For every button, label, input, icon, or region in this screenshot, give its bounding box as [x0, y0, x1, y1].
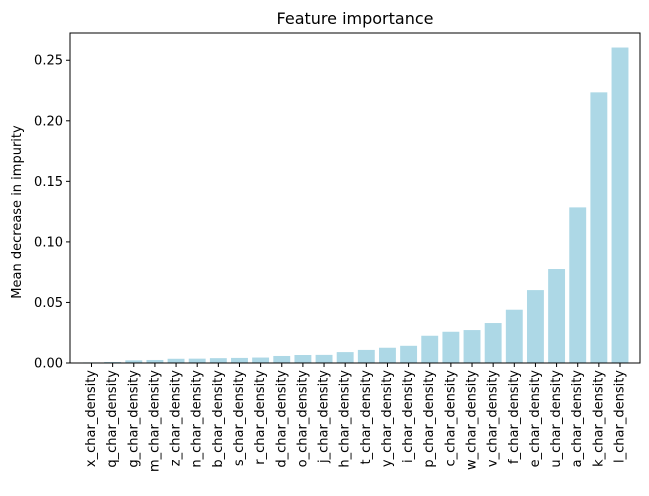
- y-tick-label: 0.00: [34, 357, 63, 372]
- bar-w_char_density: [463, 330, 481, 363]
- bar-h_char_density: [336, 352, 354, 363]
- bar-f_char_density: [505, 309, 523, 363]
- bar-e_char_density: [526, 290, 544, 363]
- chart-title: Feature importance: [277, 9, 434, 28]
- y-tick-label: 0.20: [34, 114, 63, 129]
- x-tick-label: r_char_density: [253, 370, 268, 465]
- y-axis-label: Mean decrease in impurity: [10, 125, 25, 299]
- x-tick-label: q_char_density: [105, 370, 120, 468]
- bar-k_char_density: [590, 92, 608, 363]
- y-tick-label: 0.10: [34, 235, 63, 250]
- plot-area-frame: [69, 32, 641, 364]
- x-tick-label: h_char_density: [338, 370, 353, 468]
- x-tick-label: l_char_density: [613, 370, 628, 463]
- bar-s_char_density: [231, 357, 248, 363]
- x-tick-label: w_char_density: [465, 370, 480, 470]
- x-tick-label: f_char_density: [507, 370, 522, 464]
- x-tick-label: p_char_density: [422, 370, 437, 468]
- bar-c_char_density: [442, 331, 460, 363]
- bar-a_char_density: [569, 207, 587, 363]
- x-axis-ticks: x_char_density q_char_density g_char_densi…: [84, 363, 628, 472]
- x-tick-label: a_char_density: [570, 370, 585, 468]
- x-tick-label: g_char_density: [126, 370, 141, 468]
- bar-g_char_density: [125, 360, 143, 363]
- bar-y_char_density: [379, 347, 396, 363]
- x-tick-label: o_char_density: [295, 370, 310, 468]
- y-tick-label: 0.15: [34, 175, 63, 190]
- bar-l_char_density: [611, 47, 629, 364]
- x-tick-label: t_char_density: [359, 370, 374, 465]
- x-tick-label: j_char_density: [317, 370, 332, 464]
- x-tick-label: v_char_density: [486, 370, 501, 467]
- x-tick-label: d_char_density: [274, 370, 289, 468]
- y-axis-ticks: 0.00 0.05 0.10 0.15 0.20 0.25: [34, 54, 70, 372]
- x-tick-label: e_char_density: [528, 370, 543, 468]
- bar-t_char_density: [357, 349, 375, 363]
- bar-v_char_density: [484, 323, 502, 363]
- bar-j_char_density: [315, 354, 333, 363]
- bar-z_char_density: [167, 358, 185, 363]
- x-tick-label: b_char_density: [211, 370, 226, 468]
- x-tick-label: z_char_density: [169, 370, 184, 466]
- bar-m_char_density: [146, 359, 164, 363]
- y-tick-label: 0.25: [34, 54, 63, 69]
- bars-layer: [83, 47, 629, 364]
- bar-o_char_density: [294, 355, 312, 363]
- x-tick-label: i_char_density: [401, 370, 416, 463]
- x-tick-label: s_char_density: [232, 370, 247, 466]
- bar-r_char_density: [252, 357, 270, 363]
- x-tick-label: k_char_density: [591, 370, 606, 467]
- x-tick-label: y_char_density: [380, 370, 395, 467]
- bar-n_char_density: [188, 358, 206, 363]
- bar-i_char_density: [400, 345, 418, 363]
- y-tick-label: 0.05: [34, 296, 63, 311]
- bar-d_char_density: [273, 355, 291, 363]
- x-tick-label: c_char_density: [443, 370, 458, 467]
- bar-b_char_density: [209, 358, 227, 363]
- bar-p_char_density: [421, 335, 439, 363]
- x-tick-label: n_char_density: [190, 370, 205, 468]
- x-tick-label: x_char_density: [84, 370, 99, 467]
- bar-u_char_density: [548, 269, 566, 363]
- x-tick-label: m_char_density: [147, 370, 162, 472]
- x-tick-label: u_char_density: [549, 370, 564, 468]
